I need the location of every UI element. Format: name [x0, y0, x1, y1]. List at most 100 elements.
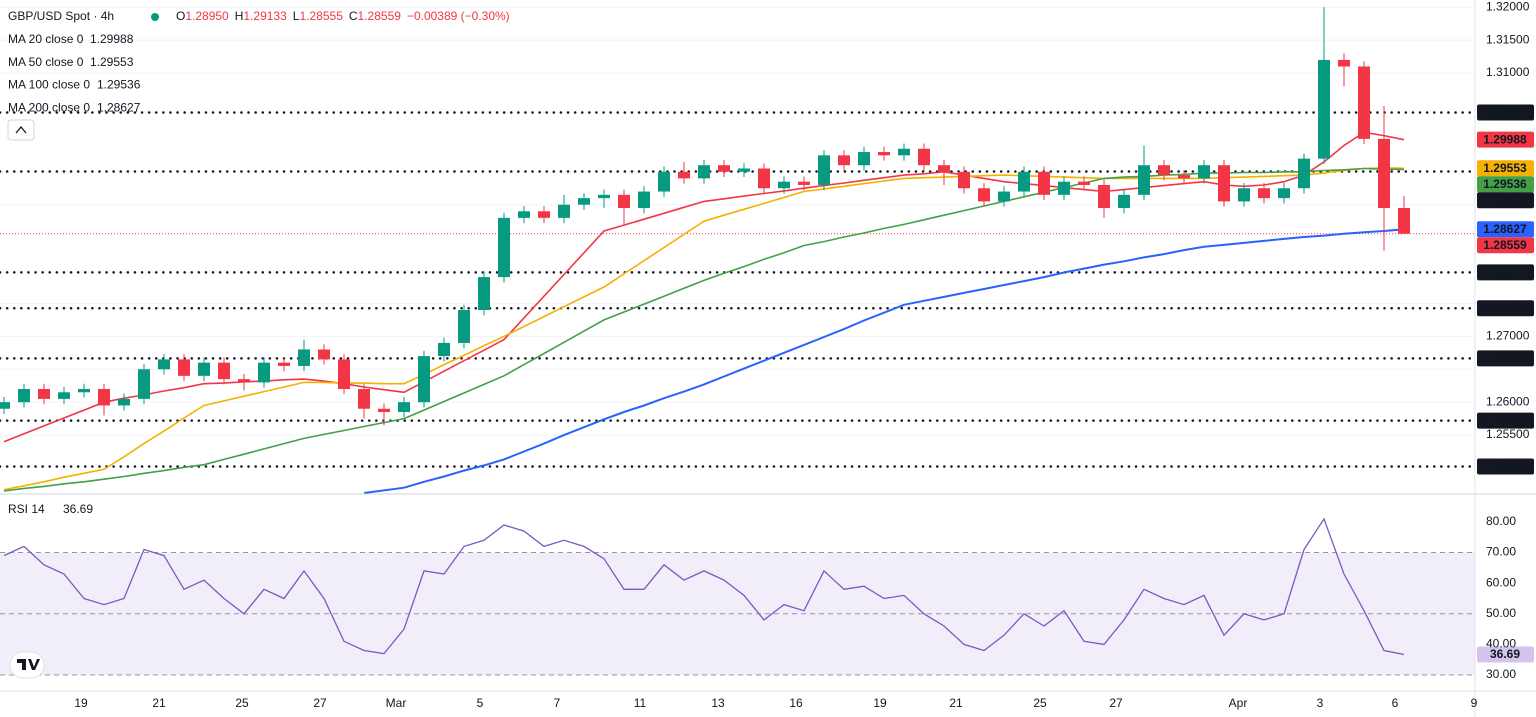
moving-average-line [3, 167, 1405, 492]
ohlc-value: 1.28555 [299, 9, 343, 23]
candle-body [1358, 66, 1370, 139]
x-tick-label: Mar [386, 696, 407, 710]
candle-body [1318, 59, 1330, 159]
plot-area [0, 6, 1477, 676]
price-axis-label: 1.27972 [1483, 265, 1527, 279]
x-tick-label: 25 [235, 696, 249, 710]
price-axis-label: 1.29536 [1483, 177, 1527, 191]
price-axis-label: 1.29504 [1483, 193, 1527, 207]
x-tick-label: 13 [711, 696, 725, 710]
price-axis-label: 1.27427 [1483, 301, 1527, 315]
candle-body [18, 389, 30, 403]
candle-body [318, 349, 330, 360]
y-tick-label: 1.27000 [1486, 329, 1530, 343]
candle-body [758, 168, 770, 189]
rsi-axis-label-bg [1477, 646, 1534, 663]
candle-body [418, 356, 430, 403]
rsi-tick-label: 80.00 [1486, 514, 1516, 528]
candle-body [1298, 158, 1310, 189]
candle-body [958, 171, 970, 189]
price-axis-label-bg [1477, 221, 1534, 238]
rsi-legend-value: 36.69 [63, 502, 93, 516]
candle-body [1338, 59, 1350, 67]
rsi-tick-label: 50.00 [1486, 606, 1516, 620]
ohlc-change: −0.00389 (−0.30%) [407, 9, 510, 23]
x-tick-label: 5 [477, 696, 484, 710]
candle-body [838, 155, 850, 166]
price-axis-label-bg [1477, 300, 1534, 317]
x-tick-label: 3 [1317, 696, 1324, 710]
candle-body [158, 359, 170, 370]
x-tick-label: 19 [74, 696, 88, 710]
moving-average-line [363, 228, 1405, 494]
candle-body [878, 152, 890, 156]
price-axis-label: 1.25719 [1483, 413, 1527, 427]
candle-body [638, 191, 650, 208]
x-tick-label: 19 [873, 696, 887, 710]
price-axis-label-bg [1477, 350, 1534, 367]
candle-body [118, 398, 130, 406]
candle-body [718, 165, 730, 172]
x-tick-label: Apr [1229, 696, 1248, 710]
price-axis-label: 1.29988 [1483, 132, 1527, 146]
ma-legend-name: MA 50 close 0 [8, 55, 84, 69]
collapse-button[interactable] [7, 119, 35, 141]
price-axis-label-bg [1477, 412, 1534, 429]
ma-legend-value: 1.29553 [90, 55, 134, 69]
candle-body [198, 362, 210, 376]
candle-body [998, 191, 1010, 202]
y-tick-label: 1.31500 [1486, 32, 1530, 46]
ohlc-key: C [349, 9, 358, 23]
price-axis-label-bg [1477, 458, 1534, 475]
candle-body [698, 165, 710, 179]
x-tick-label: 21 [152, 696, 166, 710]
candle-body [1378, 138, 1390, 208]
candle-body [598, 194, 610, 199]
candle-body [238, 379, 250, 383]
candle-body [338, 359, 350, 390]
price-axis-label-bg [1477, 192, 1534, 209]
price-axis-label: 1.30401 [1483, 105, 1527, 119]
candle-body [978, 188, 990, 202]
candle-body [0, 402, 10, 409]
ma-legend-value: 1.28627 [97, 100, 141, 114]
x-tick-label: 11 [634, 696, 647, 710]
ma-legend-value: 1.29988 [90, 32, 134, 46]
candle-body [858, 152, 870, 166]
candle-body [438, 342, 450, 357]
price-axis-label-bg [1477, 176, 1534, 193]
candle-body [258, 362, 270, 383]
candle-body [938, 165, 950, 172]
candle-body [58, 392, 70, 399]
candle-body [798, 181, 810, 185]
candle-body [398, 402, 410, 413]
candle-body [618, 194, 630, 208]
symbol-title: GBP/USD Spot · 4h [8, 9, 114, 23]
candle-body [478, 277, 490, 311]
candle-body [178, 359, 190, 376]
candle-body [1158, 165, 1170, 176]
candle-body [538, 211, 550, 218]
rsi-tick-label: 60.00 [1486, 575, 1516, 589]
candle-body [358, 389, 370, 409]
candle-body [498, 217, 510, 278]
candle-body [578, 198, 590, 205]
tradingview-logo [9, 651, 45, 679]
candle-body [1398, 207, 1410, 234]
ohlc-value: 1.29133 [243, 9, 287, 23]
ohlc-value: 1.28950 [185, 9, 229, 23]
candle-body [1118, 194, 1130, 208]
candle-body [1218, 165, 1230, 202]
candle-body [778, 181, 790, 189]
x-tick-label: 9 [1471, 696, 1478, 710]
candle-body [1098, 184, 1110, 208]
ohlc-legend: O1.28950 H1.29133 L1.28555 C1.28559 −0.00389… [176, 9, 510, 23]
candle-body [658, 171, 670, 192]
candle-body [1038, 171, 1050, 195]
price-axis-label-bg [1477, 160, 1534, 177]
price-axis-label: 1.28627 [1483, 222, 1527, 236]
ma-legend-name: MA 20 close 0 [8, 32, 84, 46]
moving-average-line [3, 166, 1405, 491]
candle-body [1078, 181, 1090, 185]
rsi-tick-label: 30.00 [1486, 667, 1516, 681]
